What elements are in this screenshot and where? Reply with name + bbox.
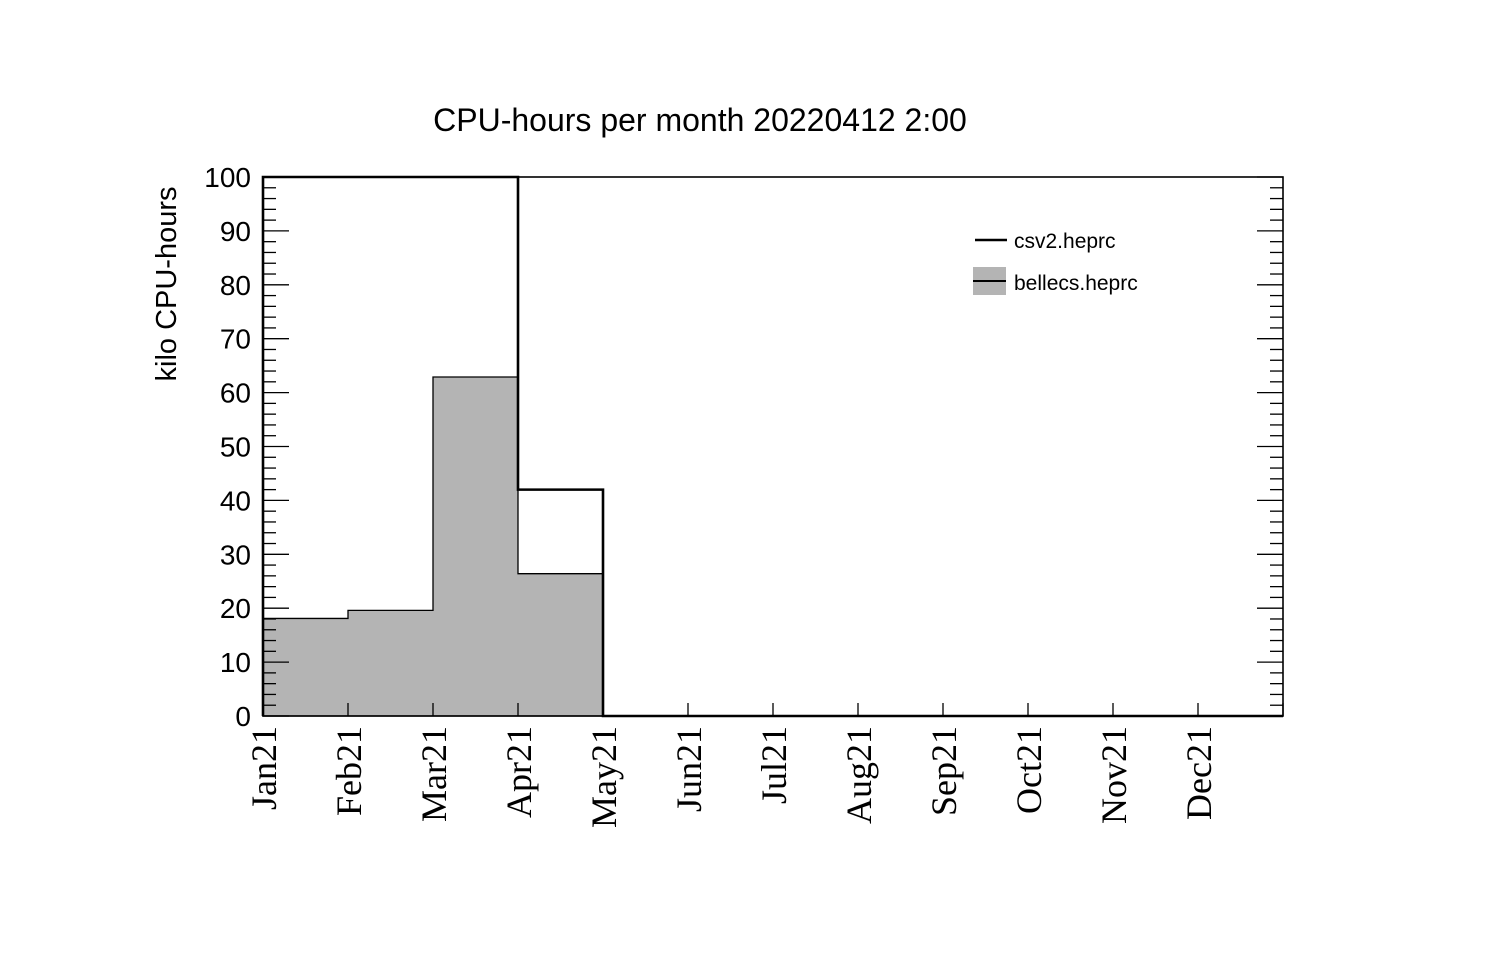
legend-label-bellecs: bellecs.heprc	[1014, 272, 1138, 295]
x-axis-tick-labels: Jan21 Feb21 Mar21 Apr21 May21 Jun21 Jul21 Aug21…	[244, 726, 1219, 828]
x-tick-label: Nov21	[1094, 726, 1134, 824]
y-axis-title: kilo CPU-hours	[151, 187, 183, 382]
x-tick-label: Aug21	[839, 726, 879, 824]
x-axis-ticks	[262, 703, 1284, 716]
y-tick-label: 10	[220, 647, 251, 678]
x-tick-label: Apr21	[499, 726, 539, 818]
y-tick-label: 90	[220, 216, 251, 247]
y-tick-label: 70	[220, 324, 251, 355]
x-tick-label: Oct21	[1009, 726, 1049, 814]
y-tick-label: 50	[220, 432, 251, 463]
y-tick-label: 80	[220, 270, 251, 301]
y-axis-ticks	[263, 176, 1283, 717]
chart-title: CPU-hours per month 20220412 2:00	[433, 102, 967, 138]
y-tick-label: 100	[204, 162, 251, 193]
x-tick-label: Jan21	[244, 726, 284, 810]
x-tick-label: Jul21	[754, 726, 794, 804]
y-tick-label: 30	[220, 539, 251, 570]
legend: csv2.heprc bellecs.heprc	[973, 230, 1138, 295]
x-tick-label: Mar21	[414, 726, 454, 822]
y-tick-label: 60	[220, 378, 251, 409]
x-tick-label: Feb21	[329, 726, 369, 816]
legend-label-csv2: csv2.heprc	[1014, 230, 1116, 253]
x-tick-label: Jun21	[669, 726, 709, 812]
y-tick-label: 0	[235, 701, 251, 732]
y-axis-tick-labels: 0 10 20 30 40 50 60 70 80 90 100	[204, 162, 251, 732]
series-layer	[261, 175, 1283, 718]
y-tick-label: 40	[220, 485, 251, 516]
bellecs-histogram-area	[262, 376, 1283, 717]
x-tick-label: Sep21	[924, 726, 964, 816]
x-tick-label: Dec21	[1179, 726, 1219, 820]
y-tick-label: 20	[220, 593, 251, 624]
x-tick-label: May21	[584, 726, 624, 828]
